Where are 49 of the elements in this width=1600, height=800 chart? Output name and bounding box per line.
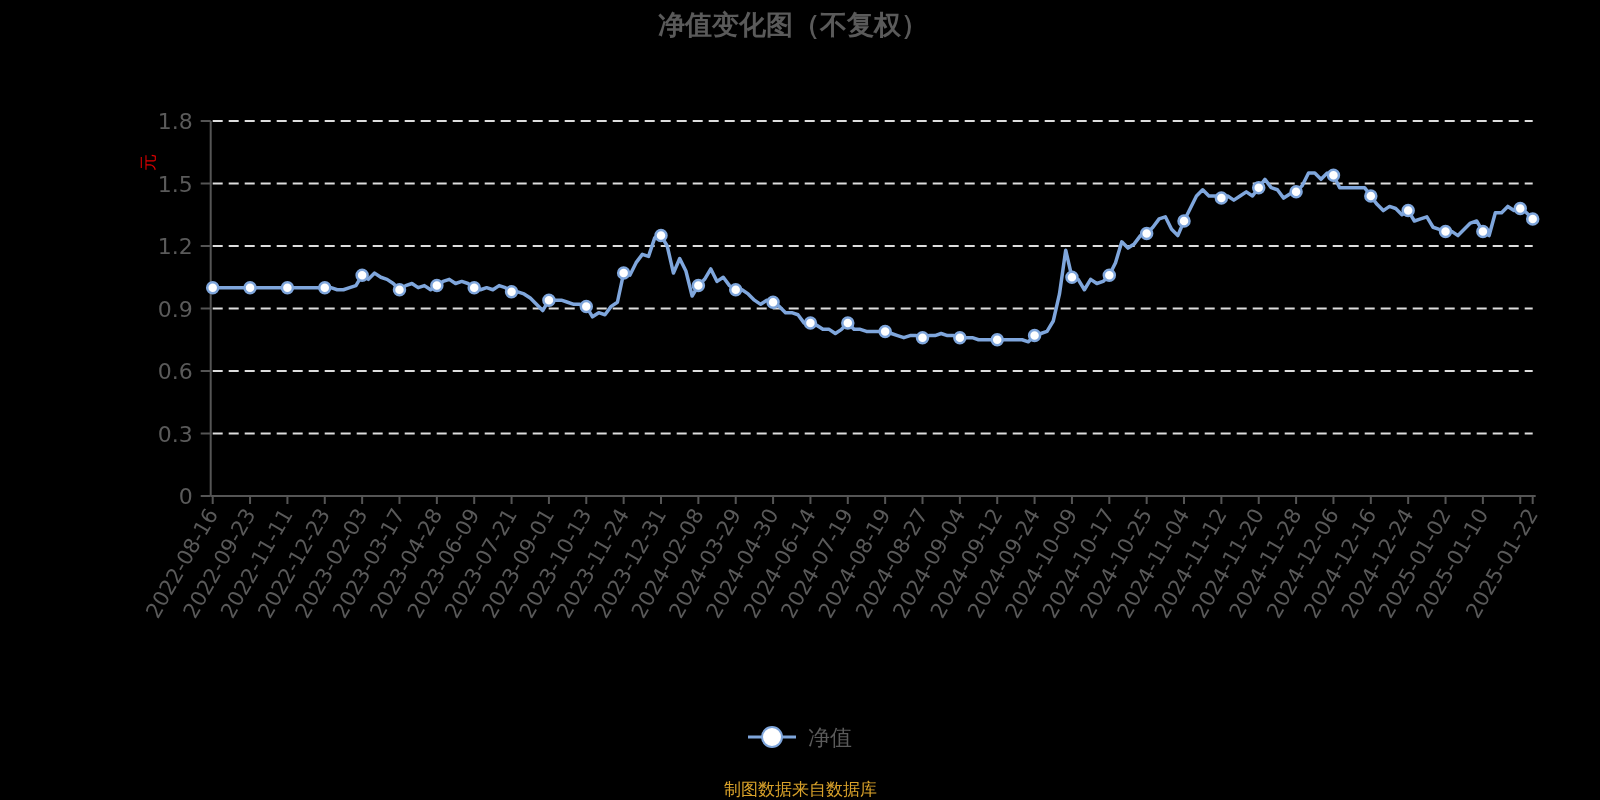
y-tick-label: 1.8 — [157, 109, 193, 134]
point — [1326, 168, 1341, 182]
point — [280, 280, 295, 295]
y-tick-label: 0.9 — [157, 296, 193, 322]
y-tick-label: 0 — [178, 484, 193, 509]
point — [1251, 180, 1266, 195]
point — [1177, 214, 1191, 228]
legend: 净值 — [748, 725, 852, 750]
point — [1364, 189, 1378, 203]
point — [392, 283, 407, 297]
point — [728, 283, 743, 297]
y-tick-label: 0.3 — [157, 421, 193, 447]
point — [1139, 226, 1154, 241]
point — [1401, 203, 1415, 218]
point — [1525, 212, 1540, 226]
point — [205, 280, 220, 295]
legend-label: 净值 — [808, 725, 852, 750]
point — [654, 228, 668, 243]
point — [542, 293, 556, 307]
point — [1214, 191, 1229, 205]
point — [318, 280, 332, 295]
point — [1102, 268, 1117, 282]
point — [878, 324, 892, 339]
point — [841, 316, 855, 330]
point — [504, 285, 519, 299]
point — [579, 299, 594, 314]
point — [990, 333, 1004, 347]
point — [1476, 224, 1490, 239]
point — [467, 280, 481, 295]
point — [1065, 270, 1079, 284]
point — [953, 330, 967, 345]
point — [915, 330, 930, 345]
point — [691, 278, 706, 293]
y-tick-label: 1.2 — [157, 234, 193, 259]
y-tick-label: 0.6 — [157, 359, 193, 384]
text: 制图数据来自数据库 — [723, 779, 877, 799]
point — [430, 278, 444, 293]
point — [1289, 185, 1303, 199]
point — [243, 280, 257, 295]
point — [803, 316, 818, 330]
point — [355, 268, 369, 282]
chart-title: 净值变化图（不复权） — [658, 9, 928, 40]
point — [1513, 201, 1527, 216]
point — [766, 295, 780, 309]
y-tick-label: 1.5 — [157, 171, 193, 197]
point — [1027, 328, 1042, 343]
point — [616, 266, 631, 280]
y-axis-title: 元 — [138, 153, 158, 171]
point — [1438, 224, 1453, 239]
